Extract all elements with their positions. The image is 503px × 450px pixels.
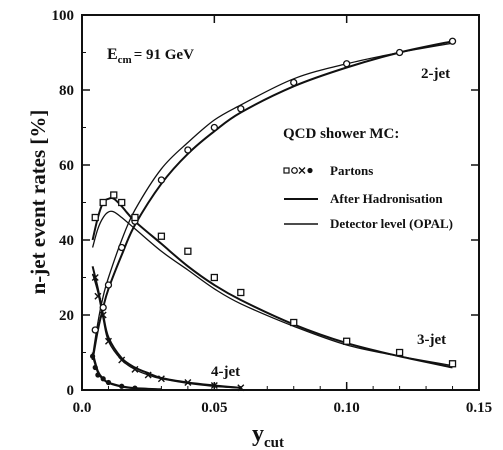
parton-point-2-jet (290, 78, 298, 87)
parton-point-4-jet (94, 292, 102, 300)
parton-point-2-jet (395, 48, 404, 57)
ecm-annotation: Ecm = 91 GeV (107, 46, 194, 66)
legend-partons-symbols (283, 167, 313, 174)
y-tick-label: 60 (59, 158, 74, 174)
curve-3-jet-detector (91, 210, 453, 367)
parton-point-4-jet (91, 274, 99, 281)
parton-point-5-jet (95, 372, 101, 378)
parton-point-4-jet (118, 356, 126, 364)
parton-point-2-jet (99, 303, 107, 312)
parton-point-4-jet (237, 384, 245, 392)
parton-point-3-jet (210, 273, 218, 282)
legend-title: QCD shower MC: (283, 126, 399, 142)
parton-point-5-jet (92, 364, 98, 371)
parton-point-4-jet (144, 371, 152, 379)
curve-5-jet-hadronisation (91, 352, 162, 391)
parton-point-3-jet (448, 360, 457, 368)
legend: QCD shower MC: Partons After Hadronisati… (283, 126, 453, 231)
x-tick-label: 0.10 (334, 400, 360, 416)
parton-point-5-jet (132, 385, 138, 391)
parton-point-3-jet (237, 288, 245, 297)
x-tick-labels: 0.0 0.05 0.10 0.15 (73, 400, 493, 416)
parton-point-5-jet (89, 353, 96, 359)
parton-point-4-jet (210, 382, 218, 389)
ecm-symbol: E (107, 46, 118, 63)
parton-point-3-jet (91, 213, 99, 222)
y-tick-label: 100 (52, 8, 75, 24)
parton-point-4-jet (184, 379, 192, 386)
parton-point-4-jet (131, 365, 139, 373)
legend-hadronisation: After Hadronisation (330, 191, 443, 206)
y-tick-label: 80 (59, 83, 74, 99)
parton-point-3-jet (110, 191, 118, 199)
y-tick-label: 40 (59, 233, 74, 249)
parton-point-4-jet (157, 375, 165, 383)
parton-point-4-jet (104, 337, 112, 345)
x-tick-label: 0.05 (201, 400, 227, 416)
parton-point-3-jet (395, 348, 404, 357)
legend-marker-cross (298, 167, 306, 174)
x-axis-title-main: y (252, 421, 264, 447)
curve-2-jet-detector (91, 42, 453, 357)
parton-point-2-jet (91, 326, 99, 334)
plot-area (81, 14, 480, 392)
markers (89, 37, 457, 392)
label-2-jet: 2-jet (421, 66, 450, 82)
legend-partons: Partons (330, 163, 373, 178)
parton-point-5-jet (105, 379, 112, 386)
parton-point-4-jet (99, 311, 107, 319)
ecm-value: = 91 GeV (134, 47, 194, 63)
y-tick-label: 0 (67, 383, 75, 399)
y-axis-title: n-jet event rates [%] (26, 110, 50, 295)
x-axis-title: ycut (252, 421, 284, 450)
legend-marker-square (283, 167, 290, 174)
parton-point-3-jet (343, 337, 351, 345)
parton-point-3-jet (118, 198, 126, 207)
y-tick-labels: 0 20 40 60 80 100 (52, 8, 75, 399)
parton-point-3-jet (290, 318, 298, 327)
parton-point-2-jet (210, 123, 218, 132)
parton-point-3-jet (99, 198, 107, 207)
parton-point-2-jet (448, 37, 457, 45)
parton-point-3-jet (131, 213, 139, 222)
label-3-jet: 3-jet (417, 332, 446, 348)
parton-point-5-jet (119, 383, 125, 389)
legend-marker-circle (291, 167, 298, 174)
parton-point-2-jet (157, 176, 166, 184)
label-4-jet: 4-jet (211, 364, 240, 380)
parton-point-2-jet (343, 60, 351, 68)
legend-detector: Detector level (OPAL) (330, 216, 453, 231)
x-axis-title-sub: cut (264, 435, 284, 450)
parton-point-5-jet (100, 376, 106, 382)
parton-point-3-jet (184, 247, 192, 255)
x-tick-label: 0.15 (466, 400, 492, 416)
ecm-subscript: cm (118, 54, 132, 66)
y-tick-label: 20 (59, 308, 74, 324)
parton-point-2-jet (104, 281, 113, 289)
parton-point-3-jet (157, 232, 166, 240)
x-tick-label: 0.0 (73, 400, 92, 416)
legend-marker-dot (307, 167, 313, 174)
parton-point-2-jet (118, 243, 126, 252)
parton-point-2-jet (184, 146, 192, 154)
parton-point-2-jet (237, 105, 245, 113)
